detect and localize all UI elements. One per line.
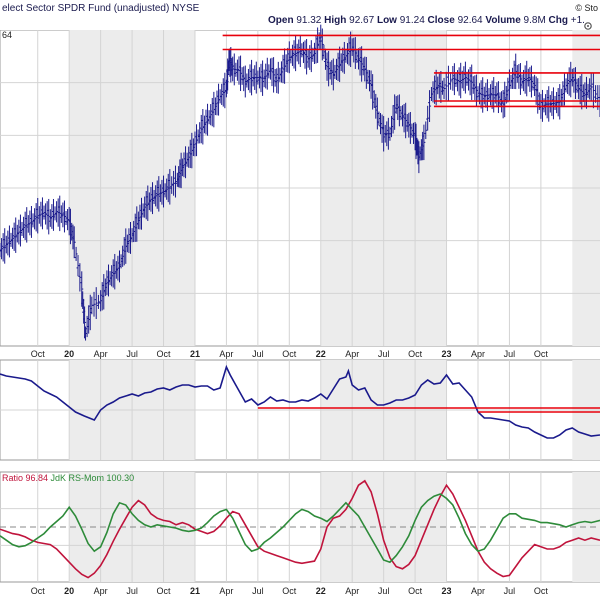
price-x-tick-label: Oct: [534, 349, 549, 359]
price-x-tick-label: Apr: [219, 349, 233, 359]
ohlc-value: 91.24: [400, 15, 425, 26]
jdk-legend: Ratio 96.84 JdK RS-Mom 100.30: [2, 473, 134, 483]
ohlc-label: Close: [425, 15, 458, 26]
jdk-x-tick-label: 21: [190, 586, 200, 596]
jdk-x-tick-label: Apr: [94, 586, 108, 596]
jdk-x-tick-label: Apr: [345, 586, 359, 596]
price-left-readout: 64: [2, 30, 12, 40]
price-x-tick-label: Jul: [252, 349, 264, 359]
price-x-tick-label: Oct: [157, 349, 172, 359]
ohlc-value: +1.: [571, 15, 585, 26]
jdk-x-tick-label: 22: [316, 586, 326, 596]
jdk-x-tick-label: Jul: [504, 586, 516, 596]
ohlc-value: 92.67: [349, 15, 374, 26]
jdk-legend-ratio: Ratio 96.84: [2, 473, 51, 483]
jdk-x-tick-label: 20: [64, 586, 74, 596]
jdk-legend-momentum: JdK RS-Mom 100.30: [51, 473, 135, 483]
chart-settings-icon-dot: [587, 25, 589, 27]
chart-settings-icon: [584, 22, 592, 30]
ohlc-readout: Open 91.32 High 92.67 Low 91.24 Close 92…: [268, 15, 585, 26]
ohlc-value: 91.32: [296, 15, 321, 26]
jdk-x-tick-label: Jul: [252, 586, 264, 596]
copyright-text: © Sto: [575, 3, 598, 13]
price-x-tick-label: 23: [442, 349, 452, 359]
price-x-tick-label: Apr: [471, 349, 485, 359]
jdk-x-tick-label: Apr: [219, 586, 233, 596]
jdk-x-tick-label: Jul: [378, 586, 390, 596]
price-x-tick-label: Jul: [378, 349, 390, 359]
ohlc-label: Chg: [546, 15, 571, 26]
jdk-x-tick-label: Oct: [157, 586, 172, 596]
price-x-tick-label: Apr: [345, 349, 359, 359]
price-x-tick-label: 20: [64, 349, 74, 359]
rs-ratio-line: [0, 479, 600, 579]
rs-momentum-line: [0, 493, 600, 564]
jdk-x-tick-label: Oct: [282, 586, 297, 596]
ohlc-value: 9.8M: [524, 15, 546, 26]
ohlc-value: 92.64: [458, 15, 483, 26]
header-background: [0, 0, 600, 30]
jdk-x-tick-label: Oct: [31, 586, 46, 596]
relative-strength-line: [0, 364, 600, 439]
chart-settings-icon-ring: [584, 22, 592, 30]
jdk-x-tick-label: Oct: [534, 586, 549, 596]
price-x-tick-label: Oct: [31, 349, 46, 359]
price-x-tick-label: Jul: [504, 349, 516, 359]
ohlc-label: Volume: [483, 15, 524, 26]
ohlc-label: High: [321, 15, 349, 26]
price-x-tick-label: 22: [316, 349, 326, 359]
price-x-tick-label: Oct: [408, 349, 423, 359]
price-x-tick-label: Jul: [126, 349, 138, 359]
chart-title: elect Sector SPDR Fund (unadjusted) NYSE: [2, 3, 200, 14]
jdk-x-tick-label: Jul: [126, 586, 138, 596]
jdk-x-tick-label: 23: [442, 586, 452, 596]
jdk-x-tick-label: Apr: [471, 586, 485, 596]
price-x-tick-label: Oct: [282, 349, 297, 359]
ohlc-label: Open: [268, 15, 296, 26]
ohlc-label: Low: [374, 15, 400, 26]
price-x-tick-label: Apr: [94, 349, 108, 359]
jdk-x-tick-label: Oct: [408, 586, 423, 596]
price-x-tick-label: 21: [190, 349, 200, 359]
